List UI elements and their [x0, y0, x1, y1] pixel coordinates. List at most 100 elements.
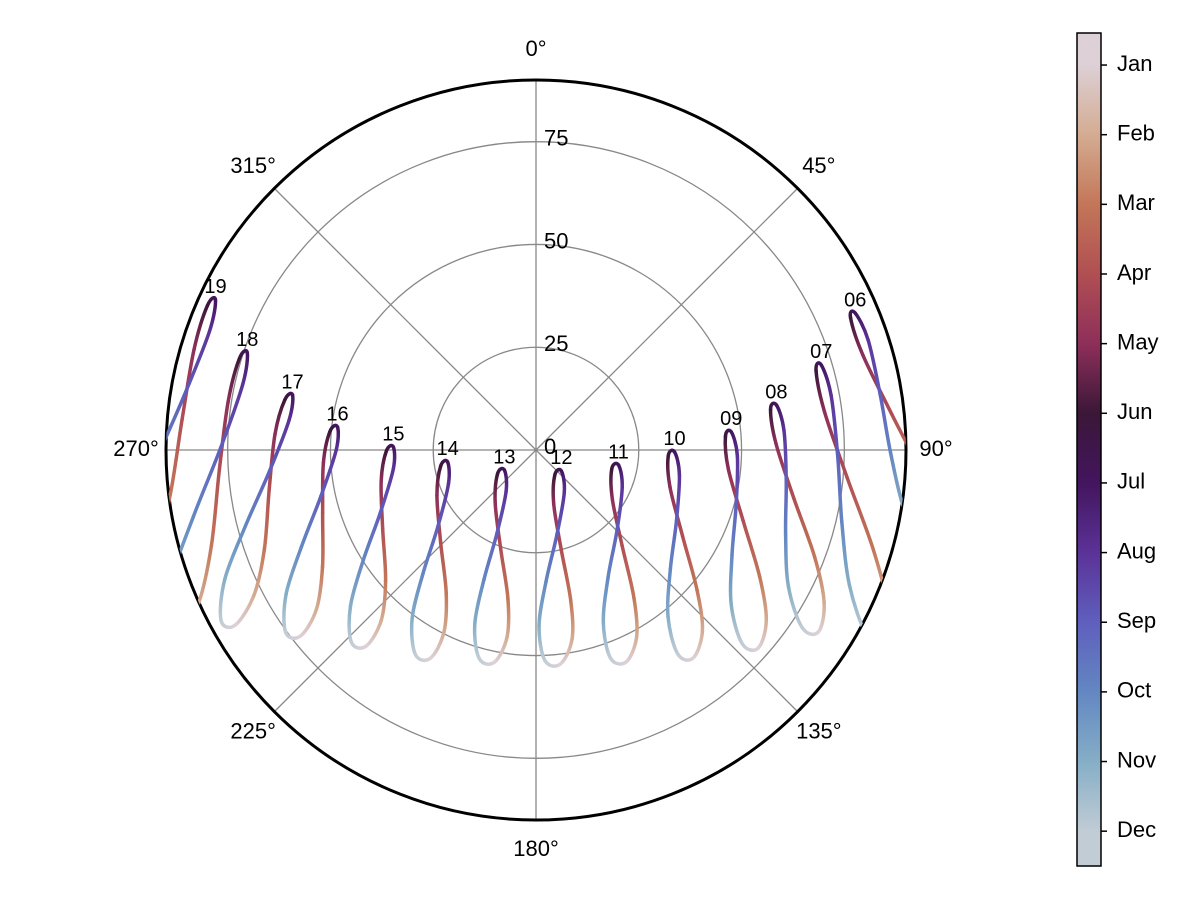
- theta-tick-label: 135°: [796, 719, 842, 744]
- hour-label: 11: [608, 441, 629, 463]
- analemma-segment: [668, 518, 679, 572]
- analemma-segment: [442, 591, 449, 635]
- analemma-segment: [848, 316, 865, 357]
- analemma-segment: [853, 311, 870, 342]
- analemma-segment: [498, 546, 510, 601]
- analemma-segment: [379, 479, 385, 531]
- analemma-segment: [349, 640, 368, 650]
- analemma-segment: [537, 579, 548, 628]
- analemma-segment: [845, 476, 875, 551]
- analemma-segment: [334, 425, 341, 452]
- analemma-segment: [881, 602, 890, 642]
- analemma-segment: [409, 616, 417, 656]
- analemma-segment: [558, 637, 574, 666]
- analemma-segment: [730, 501, 738, 557]
- analemma-segment: [472, 621, 481, 660]
- analemma-segment: [926, 555, 943, 562]
- hour-label: 16: [326, 403, 348, 425]
- hour-label: 18: [236, 329, 258, 351]
- analemma-segment: [273, 398, 287, 436]
- analemma-segment: [555, 490, 567, 537]
- colorbar-tick-label: Apr: [1117, 260, 1151, 285]
- hour-label: 07: [810, 341, 832, 363]
- colorbar-tick-label: Nov: [1117, 747, 1156, 772]
- analemma: [814, 361, 890, 645]
- analemma-segment: [601, 620, 613, 660]
- analemma-segment: [347, 604, 354, 644]
- analemma-segment: [209, 468, 222, 548]
- colorbar-tick-label: Jan: [1117, 51, 1152, 76]
- hour-label: 09: [720, 408, 742, 430]
- analemma: [472, 466, 511, 666]
- analemma-segment: [421, 524, 440, 576]
- analemma-segment: [428, 630, 446, 660]
- analemma-segment: [723, 434, 731, 471]
- analemma-segment: [864, 632, 886, 645]
- analemma-segment: [314, 565, 325, 611]
- theta-tick-label: 270°: [113, 436, 159, 461]
- analemma-segment: [551, 502, 564, 552]
- colorbar-bar: [1076, 32, 1102, 867]
- analemma-segment: [792, 496, 817, 559]
- analemma-segment: [675, 652, 695, 662]
- analemma-segment: [379, 578, 388, 622]
- analemma-segment: [243, 469, 272, 529]
- analemma-segment: [544, 532, 559, 583]
- analemma-segment: [551, 473, 557, 506]
- analemma-segment: [624, 634, 639, 664]
- analemma-segment: [866, 338, 882, 397]
- analemma-segment: [166, 580, 173, 637]
- theta-tick-label: 225°: [230, 719, 276, 744]
- analemma-segment: [196, 543, 214, 605]
- analemma-segment: [774, 403, 786, 432]
- theta-tick-label: 0°: [525, 36, 546, 61]
- analemma-segment: [680, 534, 699, 592]
- colorbar-tick-label: Oct: [1117, 678, 1151, 703]
- analemma-segment: [741, 518, 762, 579]
- colorbar-tick-label: May: [1117, 329, 1159, 354]
- hour-label: 19: [204, 276, 226, 298]
- analemma-segment: [191, 446, 223, 519]
- analemma-segment: [601, 575, 610, 625]
- analemma-segment: [438, 540, 448, 595]
- analemma-segment: [800, 625, 821, 637]
- analemma-segment: [128, 465, 154, 532]
- analemma-segment: [606, 528, 619, 580]
- r-tick-label: 50: [544, 228, 568, 253]
- hour-label: 15: [382, 423, 404, 445]
- analemma-segment: [729, 430, 740, 458]
- analemma-segment: [786, 584, 804, 630]
- analemma-segment: [943, 528, 945, 560]
- colorbar-tick-label: Mar: [1117, 190, 1155, 215]
- analemma: [347, 443, 397, 650]
- analemma-segment: [889, 451, 906, 513]
- analemma-segment: [829, 393, 840, 458]
- r-tick-label: 75: [544, 125, 568, 150]
- theta-tick-label: 315°: [230, 153, 276, 178]
- labels: 0 25 50 75 0° 45° 90° 135° 180° 225° 270° 315° 06 07 0…: [113, 36, 952, 861]
- analemma-segment: [445, 460, 452, 486]
- analemma-segment: [543, 658, 563, 668]
- analemma-segment: [226, 356, 242, 404]
- analemma-segment: [207, 298, 218, 334]
- analemma: [409, 458, 452, 663]
- analemma-segment: [378, 467, 396, 515]
- analemma-segment: [120, 584, 134, 593]
- analemma-segment: [233, 593, 256, 627]
- hour-label: 14: [436, 438, 458, 460]
- analemma-segment: [728, 553, 734, 607]
- analemma-segment: [298, 607, 319, 638]
- analemma-segment: [262, 487, 271, 551]
- analemma-segment: [814, 368, 827, 414]
- analemma-segment: [217, 400, 230, 473]
- analemma-segment: [695, 588, 705, 633]
- analemma-segment: [379, 449, 389, 483]
- analemma-segment: [783, 532, 791, 589]
- analemma-segment: [166, 632, 181, 645]
- analemma: [537, 467, 575, 668]
- analemma-segment: [133, 552, 155, 590]
- analemma-segment: [282, 592, 288, 634]
- analemma-segment: [615, 485, 624, 532]
- theta-grid-line: [273, 449, 537, 713]
- analemma: [166, 348, 250, 645]
